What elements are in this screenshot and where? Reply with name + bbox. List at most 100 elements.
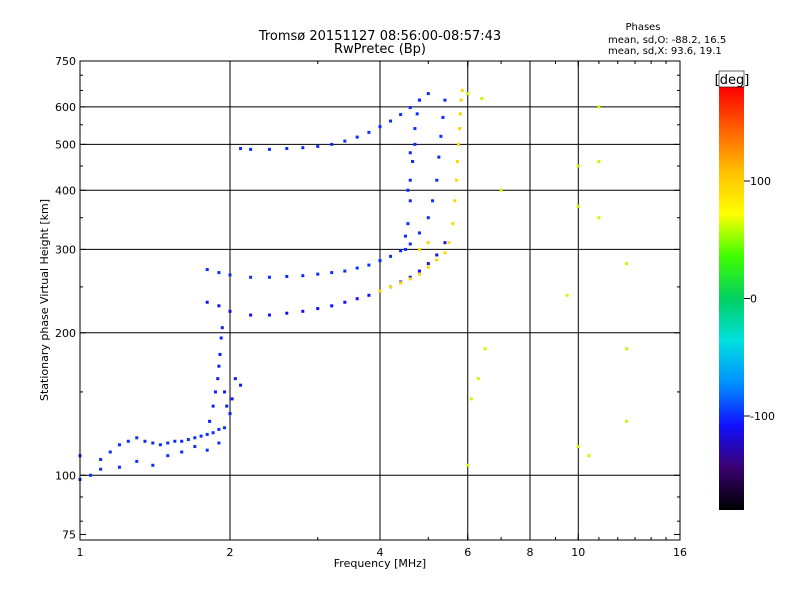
data-point	[135, 459, 139, 463]
data-point	[223, 426, 227, 430]
data-point	[343, 139, 347, 143]
data-point	[99, 457, 103, 461]
data-point	[625, 262, 629, 266]
data-point	[220, 326, 224, 330]
data-point	[158, 443, 162, 447]
data-point	[408, 277, 412, 281]
data-point	[316, 272, 320, 276]
data-points	[78, 88, 629, 481]
data-point	[228, 309, 232, 313]
data-point	[413, 127, 417, 131]
data-point	[316, 307, 320, 311]
colorbar-tick-label: 100	[750, 175, 771, 188]
data-point	[233, 377, 237, 381]
data-point	[205, 448, 209, 452]
grid-lines	[80, 61, 680, 540]
data-point	[457, 142, 461, 146]
data-point	[408, 199, 412, 203]
x-tick-label: 6	[464, 546, 471, 559]
data-point	[408, 151, 412, 155]
y-tick-label: 300	[55, 243, 76, 256]
data-point	[417, 247, 421, 251]
data-point	[576, 445, 580, 449]
data-point	[415, 112, 419, 116]
data-point	[417, 269, 421, 273]
data-point	[426, 92, 430, 96]
x-tick-label: 16	[673, 546, 687, 559]
data-point	[223, 390, 227, 394]
data-point	[576, 204, 580, 208]
data-point	[217, 271, 221, 275]
data-point	[378, 289, 382, 293]
data-point	[239, 383, 243, 387]
y-tick-label: 500	[55, 138, 76, 151]
y-axis: 75 100 200 300 400 500 600 750	[55, 55, 680, 541]
data-point	[285, 311, 289, 315]
data-point	[217, 304, 221, 308]
data-point	[597, 216, 601, 220]
data-point	[166, 454, 170, 458]
data-point	[205, 300, 209, 304]
data-point	[426, 241, 430, 245]
data-point	[417, 231, 421, 235]
data-point	[426, 216, 430, 220]
data-point	[173, 439, 177, 443]
data-point	[225, 404, 229, 408]
data-point	[217, 364, 221, 368]
data-point	[399, 113, 403, 117]
data-point	[367, 263, 371, 267]
y-axis-label: Stationary phase Virtual Height [km]	[38, 199, 51, 401]
x-axis-label: Frequency [MHz]	[334, 557, 426, 570]
x-axis: 1 2 4 6 8 10 16	[77, 61, 687, 559]
data-point	[193, 436, 197, 440]
data-point	[213, 390, 217, 394]
data-point	[406, 222, 410, 226]
colorbar-tick-label: 0	[750, 293, 757, 306]
data-point	[458, 112, 462, 116]
data-point	[378, 259, 382, 263]
data-point	[408, 178, 412, 182]
data-point	[455, 160, 459, 164]
data-point	[625, 419, 629, 423]
data-point	[437, 155, 441, 159]
data-point	[443, 98, 447, 102]
colorbar-unit-label: [deg]	[715, 73, 750, 88]
data-point	[476, 377, 480, 381]
data-point	[126, 439, 130, 443]
data-point	[285, 274, 289, 278]
data-point	[426, 265, 430, 269]
data-point	[443, 251, 447, 255]
y-tick-label: 600	[55, 101, 76, 114]
data-point	[186, 438, 190, 442]
data-point	[411, 160, 415, 164]
data-point	[399, 281, 403, 285]
data-point	[597, 105, 601, 109]
data-point	[483, 347, 487, 351]
data-point	[228, 412, 232, 416]
x-tick-label: 1	[77, 546, 84, 559]
data-point	[455, 178, 459, 182]
colorbar: [deg] 100 0 -100	[715, 70, 775, 510]
phases-mean-o: mean, sd,O: -88.2, 16.5	[608, 35, 726, 46]
data-point	[499, 188, 503, 192]
data-point	[587, 454, 591, 458]
data-point	[355, 135, 359, 139]
x-tick-label: 8	[527, 546, 534, 559]
data-point	[239, 147, 243, 151]
data-point	[389, 254, 393, 258]
data-point	[413, 142, 417, 146]
data-point	[217, 427, 221, 431]
data-point	[89, 473, 93, 477]
data-point	[435, 258, 439, 262]
data-point	[466, 463, 470, 467]
data-point	[218, 352, 222, 356]
chart-title: Tromsø 20151127 08:56:00-08:57:43	[258, 29, 501, 44]
data-point	[408, 106, 412, 110]
data-point	[166, 441, 170, 445]
colorbar-gradient	[719, 87, 744, 510]
data-point	[408, 242, 412, 246]
phases-heading: Phases	[625, 22, 660, 33]
phases-mean-x: mean, sd,X: 93.6, 19.1	[608, 46, 722, 57]
data-point	[151, 463, 155, 467]
